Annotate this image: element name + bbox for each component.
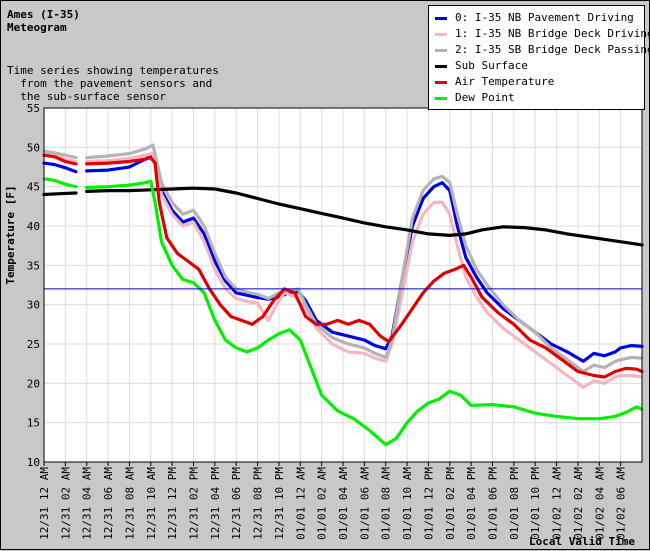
y-tick-label: 35: [27, 259, 40, 272]
legend-label: 0: I-35 NB Pavement Driving: [455, 11, 634, 24]
x-tick-label: 12/31 10 PM: [273, 467, 286, 540]
x-tick-label: 01/02 06 AM: [615, 467, 628, 540]
y-tick-label: 40: [27, 220, 40, 233]
x-tick-label: 12/31 02 AM: [59, 467, 72, 540]
legend-swatch: [435, 17, 447, 20]
y-tick-label: 15: [27, 417, 40, 430]
x-tick-label: 01/01 04 AM: [337, 467, 350, 540]
legend-label: 1: I-35 NB Bridge Deck Driving: [455, 27, 650, 40]
y-tick-label: 30: [27, 299, 40, 312]
x-tick-label: 01/01 02 AM: [316, 467, 329, 540]
series-line: [85, 179, 644, 447]
x-tick-label: 12/31 10 AM: [145, 467, 158, 540]
y-tick-label: 20: [27, 377, 40, 390]
legend-swatch: [435, 97, 447, 100]
x-tick-label: 12/31 02 PM: [188, 467, 201, 540]
x-tick-label: 01/02 12 AM: [551, 467, 564, 540]
x-tick-label: 12/31 12 AM: [38, 467, 51, 540]
y-tick-label: 45: [27, 181, 40, 194]
x-tick-label: 01/01 10 AM: [401, 467, 414, 540]
legend-label: Sub Surface: [455, 59, 528, 72]
legend-label: Dew Point: [455, 91, 515, 104]
x-tick-label: 12/31 04 PM: [209, 467, 222, 540]
series-line: [42, 177, 78, 189]
station-title: Ames (I-35): [7, 8, 80, 21]
x-tick-label: 01/01 08 PM: [508, 467, 521, 540]
legend-label: Air Temperature: [455, 75, 555, 88]
x-tick-label: 12/31 08 PM: [252, 467, 265, 540]
x-tick-label: 01/01 06 AM: [358, 467, 371, 540]
series-line: [85, 156, 644, 379]
x-tick-label: 01/01 12 AM: [294, 467, 307, 540]
series-line: [85, 186, 644, 247]
x-tick-label: 01/02 04 AM: [593, 467, 606, 540]
x-tick-label: 01/02 02 AM: [572, 467, 585, 540]
series-line: [42, 191, 78, 197]
x-tick-label: 12/31 06 AM: [102, 467, 115, 540]
x-tick-label: 12/31 08 AM: [123, 467, 136, 540]
y-tick-label: 55: [27, 102, 40, 115]
x-tick-label: 12/31 04 AM: [81, 467, 94, 540]
series-line: [85, 153, 644, 363]
chart-description: Time series showing temperatures from th…: [7, 64, 219, 103]
legend-label: 2: I-35 SB Bridge Deck Passing: [455, 43, 650, 56]
y-tick-label: 25: [27, 338, 40, 351]
legend-swatch: [435, 81, 447, 84]
x-tick-label: 01/01 12 PM: [422, 467, 435, 540]
x-tick-label: 01/01 10 PM: [529, 467, 542, 540]
chart-legend: 0: I-35 NB Pavement Driving 1: I-35 NB Br…: [428, 5, 650, 110]
x-tick-label: 12/31 12 PM: [166, 467, 179, 540]
x-axis-label: Local Valid Time: [529, 535, 635, 548]
y-tick-label: 10: [27, 456, 40, 469]
x-tick-label: 12/31 06 PM: [230, 467, 243, 540]
x-tick-label: 01/01 02 PM: [444, 467, 457, 540]
series-line: [85, 143, 644, 374]
legend-swatch: [435, 65, 447, 68]
legend-swatch: [435, 33, 447, 36]
series-line: [42, 153, 78, 166]
x-tick-label: 01/01 08 AM: [380, 467, 393, 540]
series-line: [42, 149, 78, 160]
legend-swatch: [435, 49, 447, 52]
y-tick-label: 50: [27, 141, 40, 154]
series-line: [85, 152, 644, 389]
y-axis-label: Temperature [F]: [4, 185, 17, 284]
series-line: [42, 161, 78, 174]
x-tick-label: 01/01 06 PM: [487, 467, 500, 540]
x-tick-label: 01/01 04 PM: [465, 467, 478, 540]
plot-border: [43, 107, 643, 463]
chart-title: Meteogram: [7, 21, 67, 34]
